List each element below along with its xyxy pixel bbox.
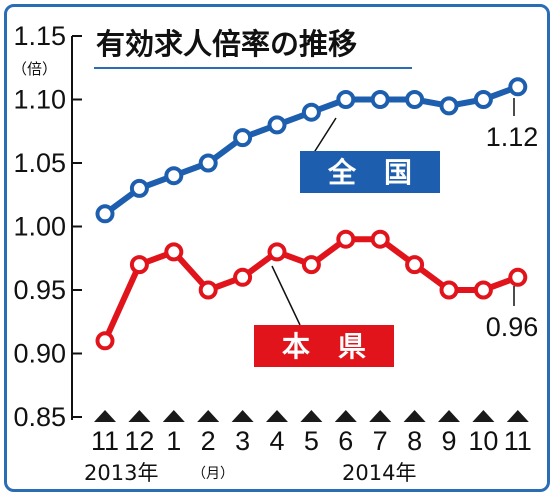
y-unit-label: （倍） — [12, 60, 57, 78]
x-tick-label: 4 — [269, 426, 284, 456]
x-tick-arrow-icon — [438, 410, 460, 422]
y-tick-label: 0.85 — [13, 402, 66, 432]
national-data-point — [129, 178, 149, 198]
national-data-point — [508, 77, 528, 97]
prefecture-data-point — [198, 280, 218, 300]
x-tick-label: 2 — [201, 426, 216, 456]
national-end-label: 1.12 — [486, 122, 539, 152]
x-tick-arrow-icon — [369, 410, 392, 422]
national-data-point — [164, 166, 184, 186]
prefecture-data-point — [164, 242, 184, 262]
prefecture-data-point — [439, 280, 459, 300]
prefecture-data-point — [95, 331, 115, 351]
x-tick-label: 5 — [304, 426, 319, 456]
x-ticks: 11 12 1 2 3 4 5 6 7 8 9 10 11 — [91, 410, 532, 456]
prefecture-data-point — [508, 267, 528, 287]
y-tick-label: 1.05 — [13, 148, 66, 178]
x-tick-label: 1 — [166, 426, 181, 456]
year-2014-label: 2014年 — [342, 461, 416, 485]
national-data-point — [405, 90, 425, 109]
y-tick-label: 0.95 — [13, 275, 66, 305]
x-tick-arrow-icon — [231, 410, 254, 422]
national-data-point — [267, 115, 287, 135]
x-tick-label: 11 — [91, 426, 119, 456]
x-tick-arrow-icon — [506, 410, 529, 422]
year-2013-label: 2013年 — [84, 461, 158, 485]
x-tick-label: 8 — [407, 426, 422, 456]
prefecture-data-point — [336, 229, 356, 249]
prefecture-data-point — [233, 267, 253, 287]
national-label: 全 国 — [300, 117, 440, 193]
prefecture-end-label: 0.96 — [486, 312, 539, 342]
x-tick-arrow-icon — [197, 410, 220, 422]
x-tick-label: 7 — [373, 426, 388, 456]
x-tick-arrow-icon — [128, 410, 151, 422]
prefecture-data-point — [129, 255, 149, 275]
y-tick-label: 0.90 — [13, 339, 66, 369]
x-tick-label: 12 — [124, 426, 154, 456]
prefecture-label: 本 県 — [254, 265, 394, 367]
series-group — [95, 77, 528, 351]
y-tick-label: 1.00 — [13, 212, 66, 242]
national-label-box — [300, 151, 440, 193]
national-data-point — [233, 128, 253, 148]
x-tick-arrow-icon — [162, 410, 185, 422]
x-tick-label: 10 — [468, 426, 498, 456]
y-ticks: 1.15 1.10 1.05 1.00 0.95 0.90 0.85 — [13, 21, 82, 432]
month-unit-label: （月） — [192, 466, 234, 482]
prefecture-data-point — [405, 255, 425, 275]
x-tick-label: 9 — [441, 426, 456, 456]
x-tick-arrow-icon — [94, 410, 116, 422]
x-tick-arrow-icon — [266, 410, 288, 422]
prefecture-label-box — [254, 325, 394, 367]
national-data-point — [301, 102, 321, 122]
national-data-point — [95, 204, 115, 224]
prefecture-data-point — [370, 229, 390, 249]
x-tick-label: 3 — [235, 426, 250, 456]
national-data-point — [439, 96, 459, 116]
x-tick-label: 6 — [338, 426, 353, 456]
x-tick-label: 11 — [504, 426, 532, 456]
x-tick-arrow-icon — [403, 410, 426, 422]
prefecture-data-point — [267, 242, 287, 262]
prefecture-label-text: 本 県 — [282, 330, 366, 363]
y-tick-label: 1.10 — [13, 85, 66, 115]
national-label-text: 全 国 — [327, 156, 412, 189]
national-data-point — [336, 90, 356, 109]
national-data-point — [198, 153, 218, 173]
y-tick-label: 1.15 — [13, 21, 66, 51]
prefecture-data-point — [473, 280, 493, 300]
x-tick-arrow-icon — [300, 410, 323, 422]
x-tick-arrow-icon — [334, 410, 357, 422]
national-data-point — [473, 90, 493, 109]
prefecture-data-point — [301, 255, 321, 275]
x-tick-arrow-icon — [472, 410, 495, 422]
national-data-point — [370, 90, 390, 109]
prefecture-leader-line — [271, 265, 301, 326]
chart-title: 有効求人倍率の推移 — [96, 27, 357, 61]
